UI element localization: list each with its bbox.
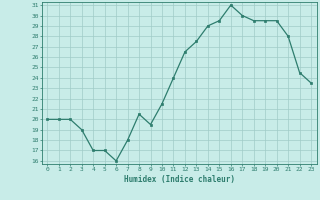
X-axis label: Humidex (Indice chaleur): Humidex (Indice chaleur) <box>124 175 235 184</box>
